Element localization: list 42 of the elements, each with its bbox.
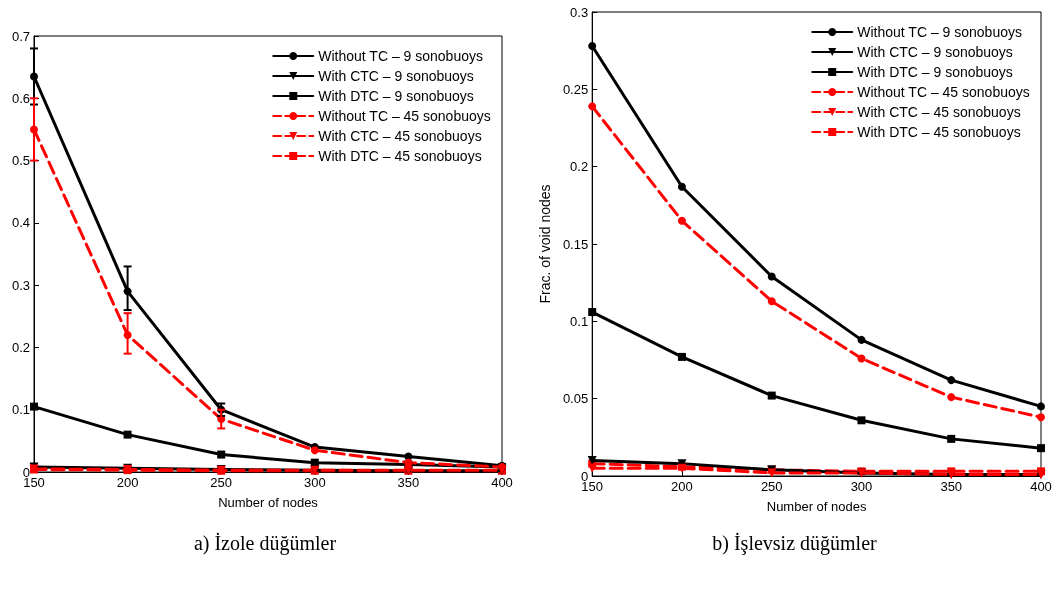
y-tick-label: 0.05: [562, 391, 589, 407]
y-tick-label: 0.6: [11, 90, 30, 106]
y-tick-label: 0.3: [11, 277, 30, 293]
x-tick-label: 200: [116, 475, 139, 490]
x-tick-label: 300: [850, 479, 873, 494]
legend-label: With DTC – 45 sonobuoys: [318, 148, 482, 164]
legend-label: With CTC – 9 sonobuoys: [857, 44, 1013, 60]
y-tick-label: 0.15: [562, 236, 589, 252]
x-axis-title: Number of nodes: [218, 495, 319, 510]
legend-label: With CTC – 45 sonobuoys: [318, 128, 482, 144]
x-tick-label: 250: [760, 479, 783, 494]
legend-label: With DTC – 9 sonobuoys: [857, 64, 1013, 80]
legend-label: With DTC – 45 sonobuoys: [857, 124, 1021, 140]
legend-label: Without TC – 45 sonobuoys: [857, 84, 1030, 100]
x-tick-label: 250: [210, 475, 233, 490]
y-tick-label: 0.5: [11, 153, 30, 169]
legend-label: With CTC – 45 sonobuoys: [857, 104, 1021, 120]
x-tick-label: 400: [1030, 479, 1052, 494]
x-tick-label: 400: [491, 475, 513, 490]
text: b) İşlevsiz düğümler: [712, 532, 878, 555]
legend-label: With DTC – 9 sonobuoys: [318, 88, 474, 104]
legend-label: Without TC – 9 sonobuoys: [857, 24, 1022, 40]
legend-label: Without TC – 45 sonobuoys: [318, 108, 491, 124]
x-tick-label: 150: [581, 479, 604, 494]
x-tick-label: 350: [940, 479, 963, 494]
y-tick-label: 0.2: [570, 159, 589, 175]
x-axis-title: Number of nodes: [766, 499, 867, 514]
y-tick-label: 0.4: [11, 215, 30, 231]
x-tick-label: 150: [23, 475, 45, 490]
x-tick-label: 200: [671, 479, 693, 494]
y-tick-label: 0.1: [570, 313, 589, 329]
y-tick-label: 0.2: [11, 339, 30, 355]
legend-label: Without TC – 9 sonobuoys: [318, 48, 483, 64]
x-tick-label: 300: [303, 475, 326, 490]
x-tick-label: 350: [397, 475, 420, 490]
legend-label: With CTC – 9 sonobuoys: [318, 68, 474, 84]
text: a) İzole düğümler: [193, 532, 337, 555]
y-tick-label: 0.25: [562, 81, 589, 97]
y-tick-label: 0.7: [11, 28, 30, 44]
y-axis-title: Frac. of void nodes: [537, 184, 553, 304]
y-tick-label: 0.1: [11, 402, 30, 418]
y-tick-label: 0.3: [570, 4, 589, 20]
